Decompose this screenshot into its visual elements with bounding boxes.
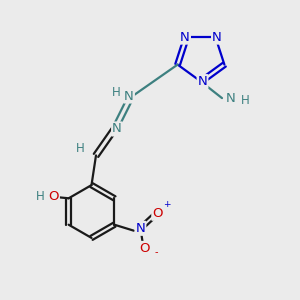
Text: O: O <box>152 207 163 220</box>
Text: N: N <box>212 31 222 44</box>
Text: N: N <box>124 89 134 103</box>
Text: H: H <box>36 190 45 203</box>
Text: N: N <box>136 222 145 235</box>
Text: +: + <box>163 200 170 209</box>
Text: N: N <box>112 122 122 136</box>
Text: H: H <box>76 142 85 155</box>
Text: N: N <box>180 31 190 44</box>
Text: O: O <box>140 242 150 255</box>
Text: O: O <box>48 190 59 203</box>
Text: N: N <box>198 75 207 88</box>
Text: N: N <box>226 92 235 105</box>
Text: H: H <box>112 85 121 99</box>
Text: -: - <box>154 247 158 257</box>
Text: H: H <box>241 94 250 107</box>
